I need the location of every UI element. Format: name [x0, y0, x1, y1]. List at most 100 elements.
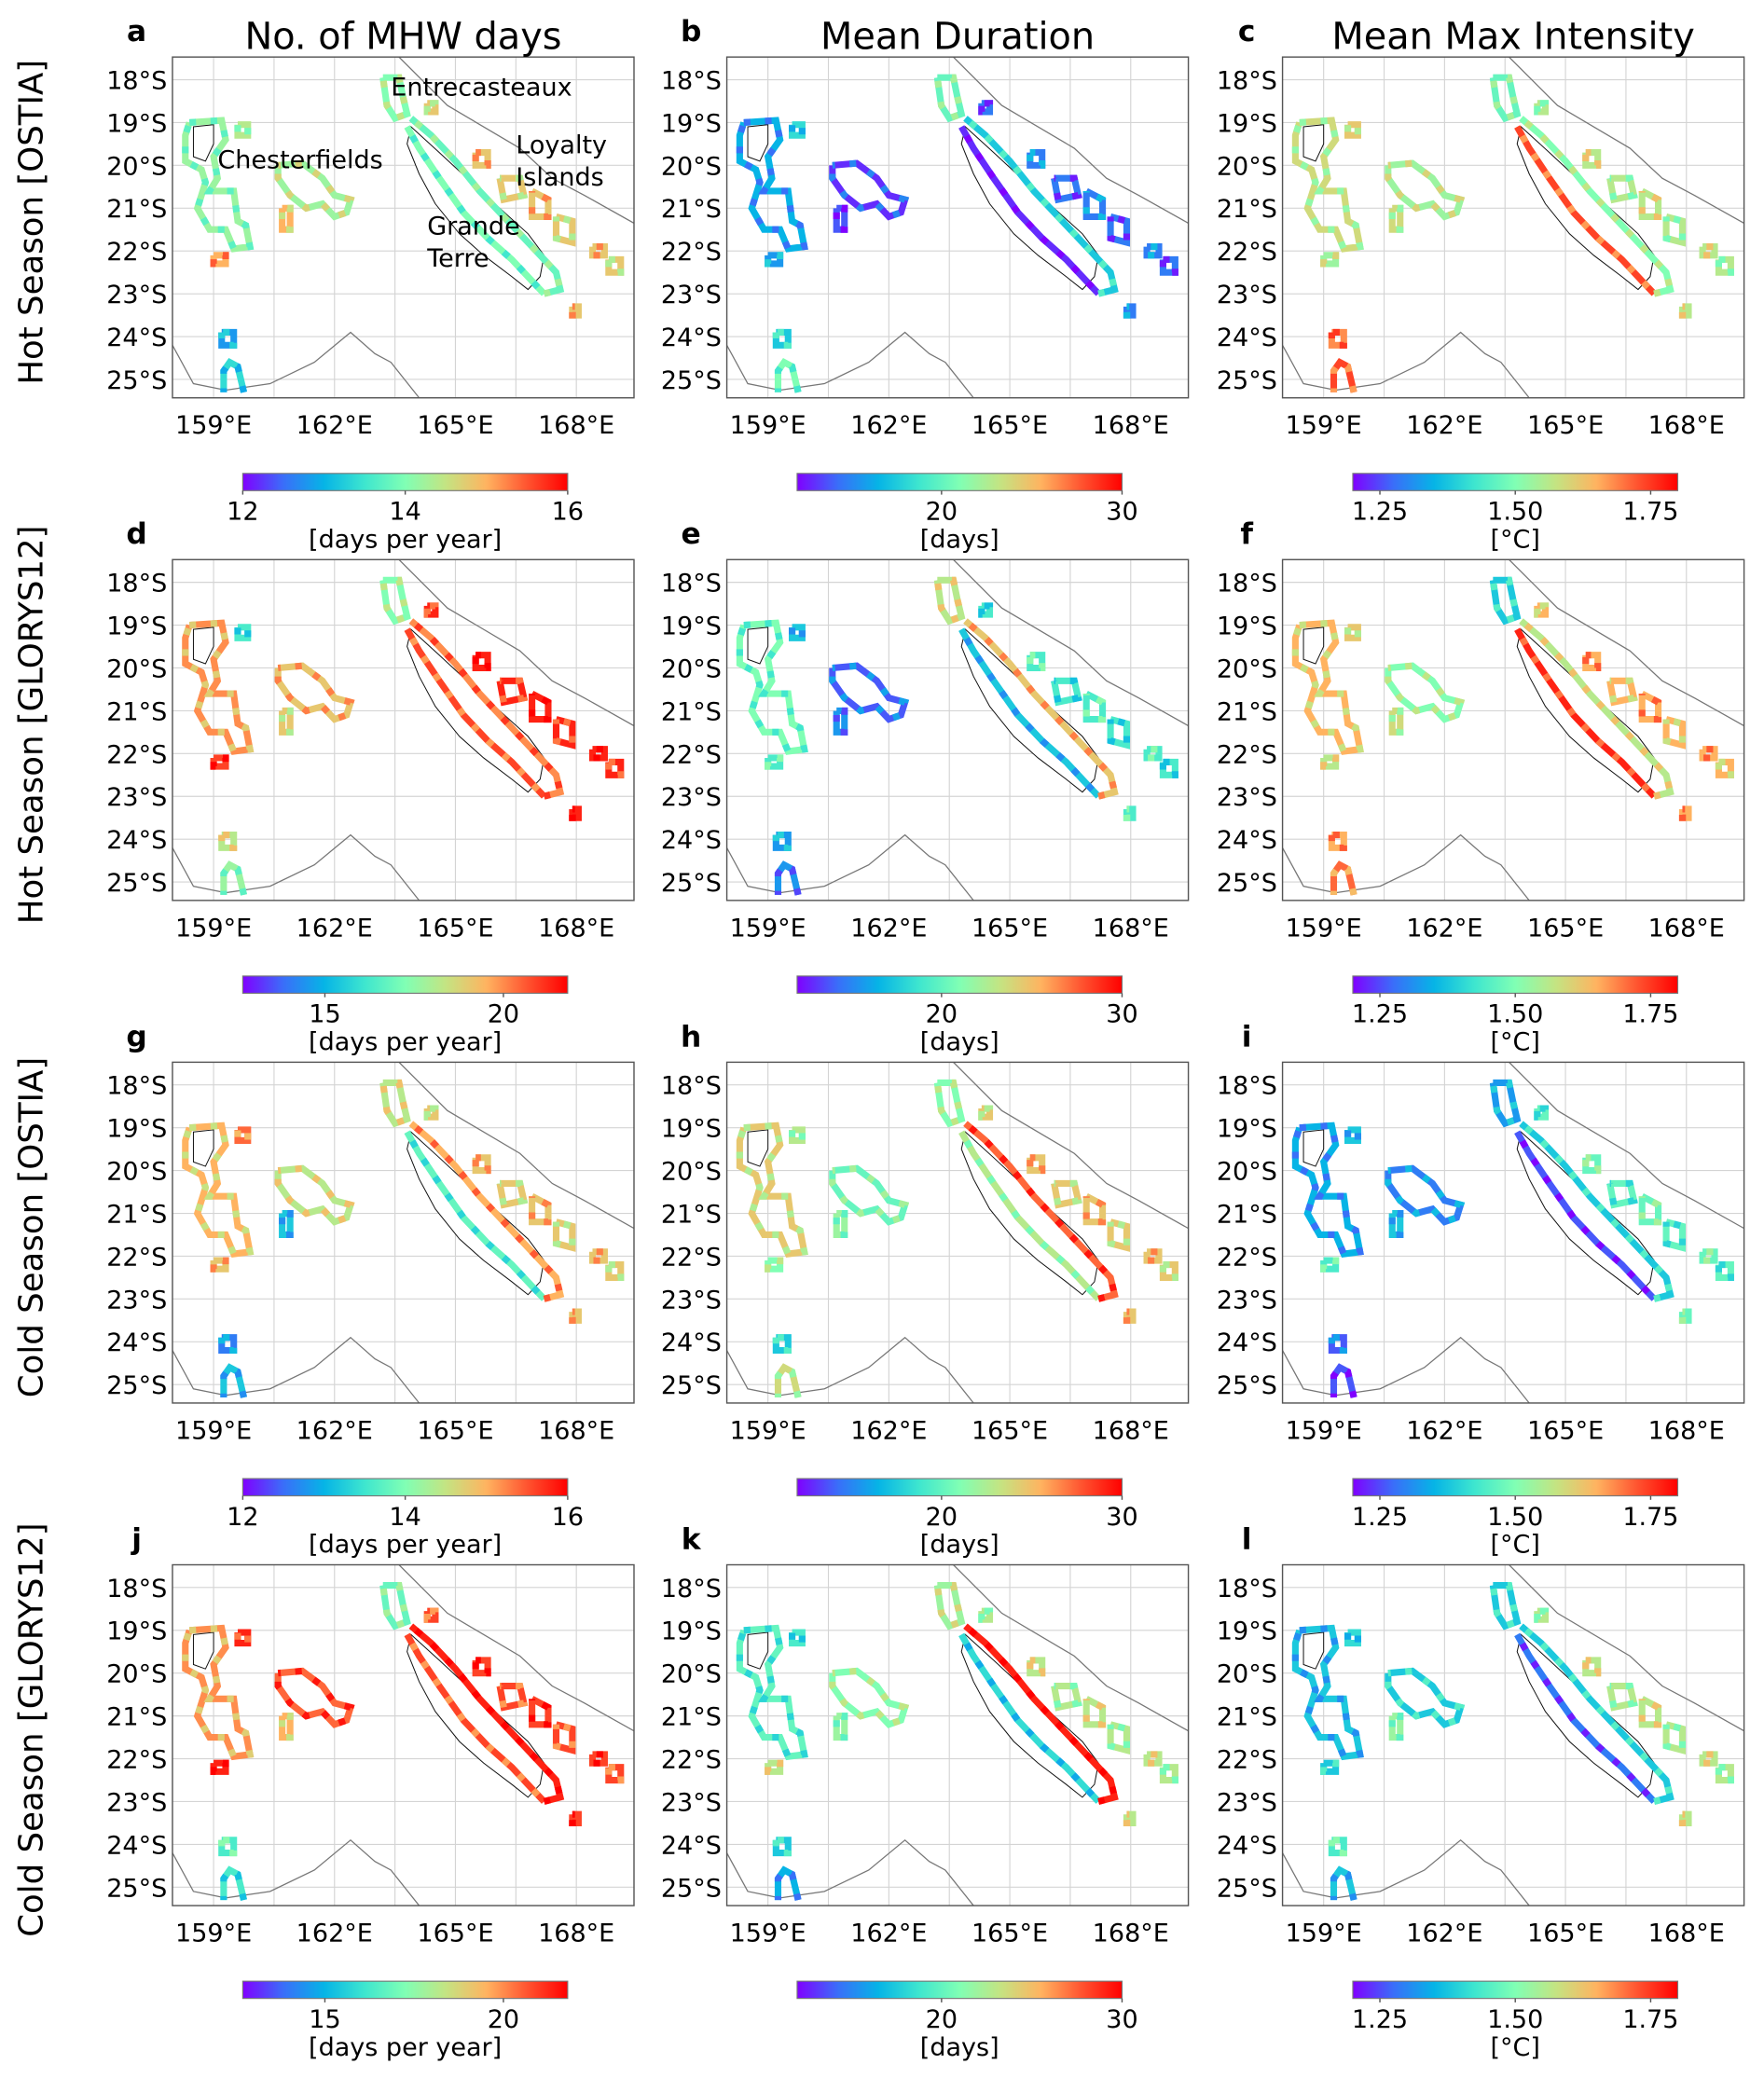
map-content — [726, 1062, 1189, 1403]
lon-tick-label: 165°E — [1527, 411, 1604, 440]
mhw-cell-variation-loyG — [605, 1261, 625, 1281]
lat-tick-label: 18°S — [661, 570, 722, 599]
mhw-cell-variation-loyB — [1027, 1154, 1046, 1175]
mhw-cell-variation-loyB — [1582, 652, 1602, 672]
mhw-cell-variation-loyB — [1027, 149, 1046, 169]
lon-tick-label: 168°E — [1648, 914, 1725, 943]
colorbar-label: [days] — [920, 525, 999, 554]
mhw-cell-variation-loyA — [978, 602, 994, 618]
mhw-cell-variation-loyG — [1715, 255, 1734, 276]
lon-tick-label: 165°E — [417, 411, 493, 440]
map-content — [726, 57, 1189, 398]
eez-boundary — [172, 331, 420, 398]
colorbar-g: 12 14 16 [days per year] — [227, 1478, 584, 1560]
mhw-cell-variation-s1 — [1328, 1837, 1347, 1857]
lon-tick-label: 168°E — [538, 1416, 614, 1445]
mhw-cell-variation-loyA — [1534, 100, 1550, 116]
lon-tick-label: 159°E — [175, 1416, 252, 1445]
chesterfield-coastline — [747, 124, 769, 162]
lat-tick-label: 19°S — [106, 612, 167, 641]
colorbar-c: 1.25 1.50 1.75 [°C] — [1352, 473, 1679, 554]
mhw-cell-variation-loyE — [1662, 1218, 1687, 1252]
map-frame — [172, 1061, 635, 1404]
colorbar-h: 20 30 [days] — [796, 1478, 1138, 1560]
mhw-cell-variation-chest — [1291, 117, 1364, 253]
lat-tick-label: 24°S — [661, 1831, 722, 1860]
lat-tick-label: 24°S — [106, 1328, 167, 1357]
map-frame — [1281, 56, 1745, 399]
mhw-cell-variation-entre — [933, 1079, 966, 1128]
mhw-cell-variation-sq1 — [234, 121, 252, 139]
lat-tick-label: 25°S — [1217, 1371, 1277, 1400]
lat-tick-label: 19°S — [106, 1115, 167, 1144]
colorbar-e: 20 30 [days] — [796, 975, 1138, 1057]
lat-tick-label: 20°S — [1217, 1158, 1277, 1187]
mhw-cell-variation-loyC — [496, 1682, 529, 1712]
mhw-cell-variation-gte — [1519, 1623, 1674, 1805]
lon-tick-label: 165°E — [972, 411, 1048, 440]
lon-tick-label: 162°E — [296, 411, 373, 440]
lat-tick-label: 18°S — [106, 66, 167, 95]
mhw-cell-variation-loyG — [1715, 758, 1734, 778]
mhw-cell-variation-loyF — [588, 243, 608, 259]
colorbar-label: [°C] — [1490, 1028, 1539, 1057]
mhw-cell-s2 — [220, 1865, 247, 1901]
map-panel-h: 18°S 19°S 20°S 21°S 22°S 23°S 24°S 25°S 159°E 162… — [661, 1020, 1190, 1445]
lat-tick-label: 18°S — [106, 1072, 167, 1101]
map-frame — [725, 1563, 1190, 1906]
mhw-cell-variation-loyA — [1534, 1607, 1550, 1623]
mhw-cell-variation-bellona — [829, 662, 910, 723]
lat-tick-label: 20°S — [661, 152, 722, 181]
map-panel-f: 18°S 19°S 20°S 21°S 22°S 23°S 24°S 25°S 159°E 162… — [1217, 517, 1745, 943]
mhw-cell-variation-gtw — [404, 627, 547, 799]
mhw-cell-sq1 — [1344, 121, 1361, 139]
lat-tick-label: 25°S — [661, 1874, 722, 1903]
mhw-cell-variation-gtw — [958, 1130, 1101, 1301]
mhw-cell-variation-loyD — [529, 1193, 552, 1226]
panel-letter: i — [1242, 1020, 1252, 1053]
lat-tick-label: 21°S — [661, 1703, 722, 1732]
mhw-cell-variation-sq2 — [210, 1759, 229, 1775]
lat-tick-label: 22°S — [106, 238, 167, 267]
lat-tick-label: 25°S — [661, 869, 722, 898]
lat-tick-label: 22°S — [106, 1243, 167, 1272]
mhw-cell-variation-entre — [379, 1581, 411, 1631]
lon-tick-label: 168°E — [1093, 914, 1169, 943]
lat-tick-label: 18°S — [1217, 66, 1277, 95]
chesterfield-coastline — [1302, 1129, 1325, 1167]
mhw-cell-variation-loyC — [1606, 677, 1638, 707]
mhw-cell-sq1 — [1344, 624, 1361, 641]
mhw-cell-s2 — [220, 1363, 247, 1398]
chesterfield-coastline — [192, 1631, 214, 1670]
lat-tick-label: 24°S — [1217, 323, 1277, 352]
colorbar-tick-label: 16 — [552, 498, 584, 527]
lat-tick-label: 24°S — [1217, 826, 1277, 855]
colorbar-gradient — [796, 975, 1123, 994]
mhw-cell-variation-chest — [182, 117, 255, 253]
lon-tick-label: 159°E — [175, 411, 252, 440]
mhw-cell-variation-gtw — [958, 627, 1101, 799]
mhw-cell-variation-loyF — [1699, 1751, 1718, 1767]
colorbar-tick-label: 1.75 — [1622, 1000, 1678, 1029]
mhw-cell-variation-s1 — [218, 1837, 238, 1857]
chesterfield-coastline — [747, 1129, 769, 1167]
lat-tick-label: 21°S — [661, 1200, 722, 1229]
chesterfield-coastline — [747, 1631, 769, 1670]
lat-tick-label: 25°S — [661, 366, 722, 395]
mhw-cell-variation-s1 — [772, 832, 792, 851]
lat-tick-label: 21°S — [661, 195, 722, 224]
lon-tick-label: 168°E — [538, 411, 614, 440]
lon-tick-label: 162°E — [850, 1919, 927, 1947]
eez-boundary — [953, 559, 1189, 727]
mhw-cell-variation-loyF — [1143, 243, 1163, 259]
lat-tick-label: 18°S — [1217, 1072, 1277, 1101]
lat-tick-label: 19°S — [661, 1617, 722, 1646]
mhw-cell-variation-loyA — [978, 1607, 994, 1623]
map-panel-i: 18°S 19°S 20°S 21°S 22°S 23°S 24°S 25°S 159°E 162… — [1217, 1020, 1745, 1445]
chesterfield-coastline — [1302, 124, 1325, 162]
lon-tick-label: 165°E — [1527, 1416, 1604, 1445]
lat-tick-label: 24°S — [106, 826, 167, 855]
column-title: No. of MHW days — [244, 16, 561, 59]
mhw-cell-variation-loyA — [423, 1105, 439, 1121]
